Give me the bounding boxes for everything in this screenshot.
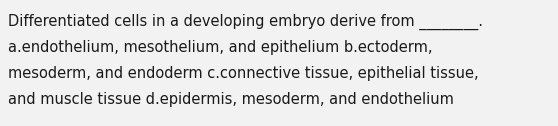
Text: a.endothelium, mesothelium, and epithelium b.ectoderm,: a.endothelium, mesothelium, and epitheli… [8,40,432,55]
Text: and muscle tissue d.epidermis, mesoderm, and endothelium: and muscle tissue d.epidermis, mesoderm,… [8,92,454,107]
Text: mesoderm, and endoderm c.connective tissue, epithelial tissue,: mesoderm, and endoderm c.connective tiss… [8,66,479,81]
Text: Differentiated cells in a developing embryo derive from ________.: Differentiated cells in a developing emb… [8,14,483,30]
